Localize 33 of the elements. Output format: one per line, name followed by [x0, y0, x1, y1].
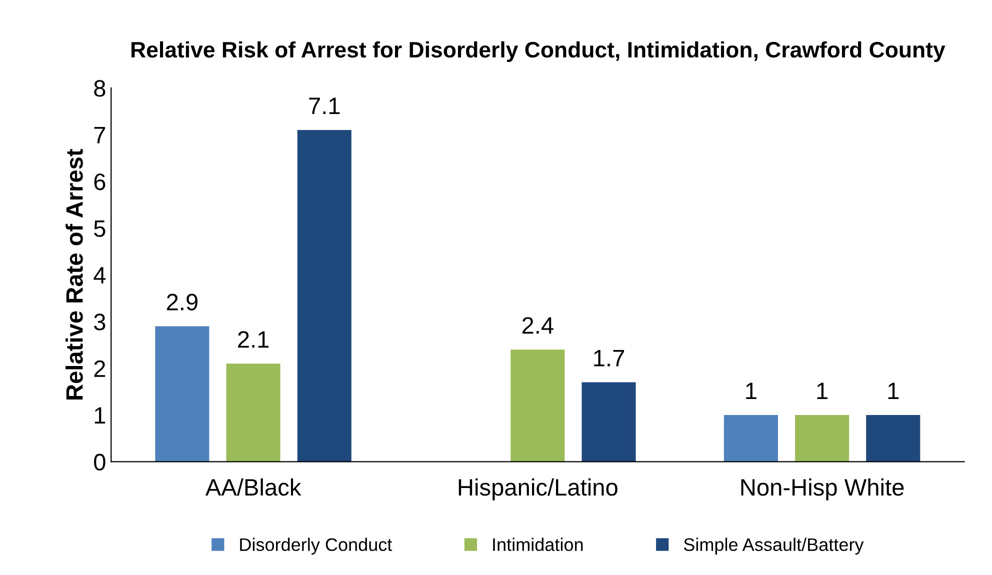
chart-title: Relative Risk of Arrest for Disorderly Conduct, Intimidation, Crawford County — [132, 41, 946, 62]
data-label: 7.1 — [309, 98, 340, 114]
y-tick-label: 7 — [94, 127, 106, 144]
data-label: 1.7 — [594, 350, 624, 366]
bar — [297, 130, 352, 462]
y-tick-label: 2 — [94, 360, 106, 377]
bar — [510, 350, 565, 462]
x-tick-label: Hispanic/Latino — [458, 478, 618, 500]
legend-label: Intimidation — [493, 538, 583, 552]
data-label: 2.4 — [522, 317, 554, 334]
bar — [155, 326, 210, 462]
y-tick-label: 3 — [94, 314, 106, 330]
bar — [724, 415, 778, 462]
y-tick-label: 4 — [94, 267, 106, 284]
y-axis-title: Relative Rate of Arrest — [66, 148, 83, 400]
y-tick-label: 8 — [94, 80, 106, 97]
y-tick-label: 5 — [94, 220, 106, 237]
x-tick-label: Non-Hisp White — [741, 478, 904, 500]
data-label: 1 — [817, 382, 828, 399]
data-label: 2.1 — [238, 331, 269, 348]
legend-label: Disorderly Conduct — [240, 538, 392, 555]
legend-label: Simple Assault/Battery — [684, 538, 864, 555]
bar — [226, 364, 280, 462]
bar — [866, 415, 920, 462]
data-label: 1 — [888, 382, 899, 399]
x-tick-label: AA/Black — [205, 478, 302, 496]
data-label: 1 — [746, 382, 756, 399]
y-tick-label: 6 — [94, 173, 106, 190]
y-tick-label: 0 — [94, 454, 106, 471]
bar — [795, 415, 850, 462]
y-tick-label: 1 — [94, 407, 106, 424]
bar — [582, 382, 636, 462]
data-label: 2.9 — [166, 294, 198, 310]
